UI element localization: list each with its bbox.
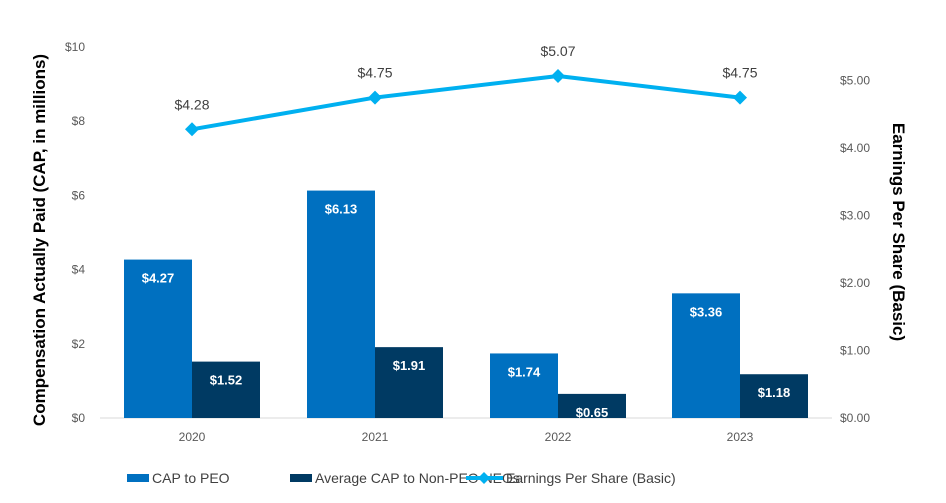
bar-data-label: $0.65 <box>576 405 609 420</box>
eps-marker <box>733 90 747 105</box>
y2-tick-label: $0.00 <box>840 411 870 425</box>
legend-swatch <box>290 474 312 482</box>
eps-line: $4.28 $4.75 $5.07 $4.75 <box>174 43 758 137</box>
x-tick-label: 2020 <box>179 430 206 444</box>
legend: CAP to PEO Average CAP to Non-PEO NEOsEar… <box>127 470 676 486</box>
bar-cap-neo <box>375 347 443 418</box>
bar-data-label: $6.13 <box>325 202 358 217</box>
legend-swatch <box>127 474 149 482</box>
eps-data-label: $4.28 <box>174 96 209 112</box>
eps-data-label: $5.07 <box>540 43 575 59</box>
bar-data-label: $1.18 <box>758 385 791 400</box>
y-tick-label: $4 <box>72 263 86 277</box>
bar-data-label: $3.36 <box>690 304 723 319</box>
bar-cap-neo <box>740 374 808 418</box>
bar-data-label: $1.91 <box>393 358 426 373</box>
bars: $4.27 $6.13 $1.74 $3.36 $1.52 $1.91 $0.65 $1.18 <box>124 190 808 420</box>
left-axis-ticks: $0 $2 $4 $6 $8 $10 <box>65 40 85 425</box>
eps-data-label: $4.75 <box>357 65 392 81</box>
legend-label: Earnings Per Share (Basic) <box>506 470 676 486</box>
bar-cap-peo <box>672 293 740 418</box>
legend-label: CAP to PEO <box>152 470 230 486</box>
y2-axis-label: Earnings Per Share (Basic) <box>889 123 908 341</box>
eps-data-label: $4.75 <box>722 65 757 81</box>
y-tick-label: $10 <box>65 40 85 54</box>
bar-cap-peo <box>124 259 192 418</box>
x-tick-label: 2022 <box>545 430 572 444</box>
y-tick-label: $2 <box>72 337 86 351</box>
bar-data-label: $4.27 <box>142 271 175 286</box>
x-tick-label: 2021 <box>362 430 389 444</box>
bar-data-label: $1.74 <box>508 364 541 379</box>
y-tick-label: $0 <box>72 411 86 425</box>
right-axis-ticks: $0.00 $1.00 $2.00 $3.00 $4.00 $5.00 <box>840 74 870 425</box>
legend-marker <box>478 472 490 484</box>
eps-marker <box>368 90 382 105</box>
y2-tick-label: $5.00 <box>840 74 870 88</box>
x-tick-label: 2023 <box>727 430 754 444</box>
y2-tick-label: $4.00 <box>840 141 870 155</box>
y-tick-label: $6 <box>72 188 86 202</box>
bar-cap-neo <box>192 361 260 418</box>
y2-tick-label: $3.00 <box>840 209 870 223</box>
y2-tick-label: $1.00 <box>840 344 870 358</box>
eps-line-path <box>191 74 741 132</box>
y-tick-label: $8 <box>72 114 86 128</box>
x-axis-ticks: 2020 2021 2022 2023 <box>179 430 754 444</box>
bar-data-label: $1.52 <box>210 373 243 388</box>
eps-marker <box>185 122 199 137</box>
bar-cap-peo <box>490 353 558 418</box>
bar-cap-neo <box>558 393 626 418</box>
y2-tick-label: $2.00 <box>840 276 870 290</box>
legend-label: Average CAP to Non-PEO NEOs <box>315 470 520 486</box>
eps-marker <box>551 69 565 84</box>
bar-cap-peo <box>307 190 375 418</box>
y-axis-label: Compensation Actually Paid (CAP, in mill… <box>30 54 49 426</box>
